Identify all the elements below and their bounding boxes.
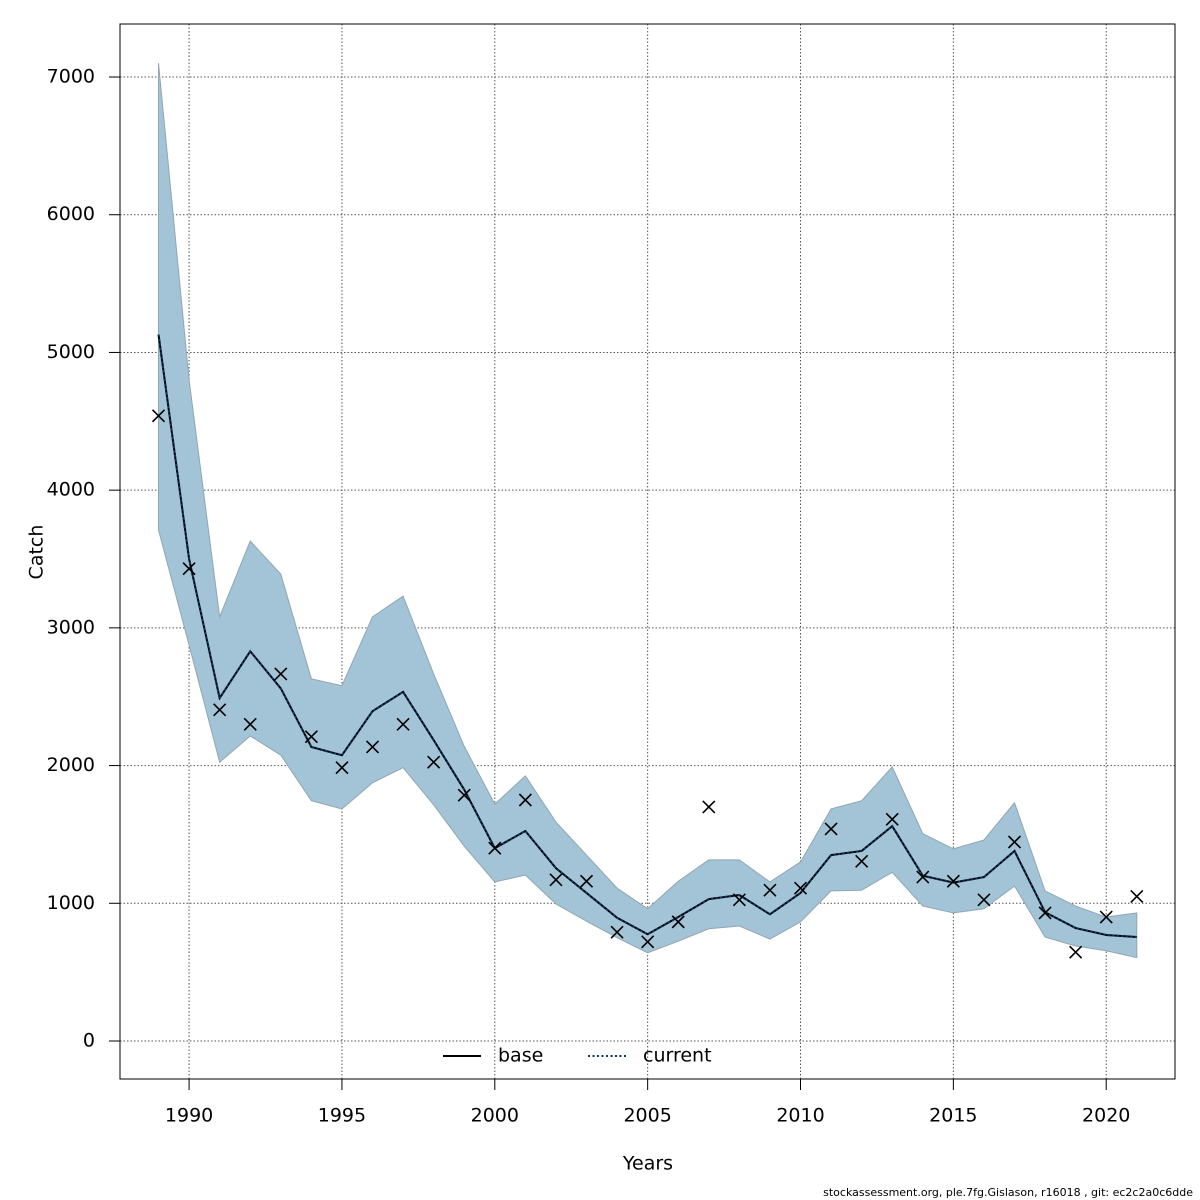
observed-point	[579, 874, 594, 888]
observed-point	[610, 925, 624, 939]
observed-point	[457, 788, 471, 802]
observed-point	[885, 812, 899, 826]
observed-point	[671, 915, 685, 929]
y-tick-label: 1000	[47, 892, 95, 914]
observed-point	[732, 893, 746, 907]
x-tick-label: 1995	[318, 1105, 366, 1127]
observed-point	[304, 730, 318, 744]
observed-point	[1038, 906, 1052, 920]
observed-point	[427, 755, 441, 769]
observed-point	[365, 740, 380, 754]
y-tick-label: 2000	[47, 754, 95, 776]
observed-point	[702, 800, 716, 814]
confidence-band	[158, 63, 1138, 959]
x-tick-label: 2020	[1082, 1105, 1130, 1127]
observed-point	[274, 667, 288, 681]
plot-frame	[119, 23, 1176, 1080]
observed-point	[1007, 835, 1022, 849]
observed-point	[488, 841, 502, 855]
x-tick-label: 2005	[623, 1105, 671, 1127]
observed-point	[1069, 945, 1083, 959]
y-tick-label: 7000	[47, 66, 95, 88]
observed-point	[977, 893, 991, 907]
x-tick-label: 2010	[776, 1105, 824, 1127]
observed-point	[793, 881, 808, 895]
observed-point	[855, 854, 869, 868]
observed-point	[213, 703, 227, 717]
x-tick-label: 2015	[929, 1105, 977, 1127]
observed-point	[1130, 889, 1144, 903]
observed-point	[916, 870, 930, 884]
y-tick-label: 0	[83, 1029, 95, 1051]
observed-point	[1099, 910, 1113, 924]
x-axis-label: Years	[622, 1153, 673, 1175]
footnote: stockassessment.org, ple.7fg.Gislason, r…	[823, 1186, 1193, 1199]
observed-point	[641, 935, 655, 949]
y-tick-label: 6000	[47, 203, 95, 225]
observed-point	[396, 717, 410, 731]
observed-point	[824, 822, 838, 836]
y-tick-label: 4000	[47, 479, 95, 501]
y-axis-label: Catch	[26, 525, 48, 580]
observed-point	[549, 873, 563, 887]
y-tick-label: 5000	[47, 341, 95, 363]
legend-label: current	[643, 1045, 712, 1067]
observed-point	[518, 793, 532, 807]
x-tick-label: 2000	[471, 1105, 519, 1127]
x-tick-label: 1990	[165, 1105, 213, 1127]
observed-point	[946, 874, 960, 888]
series-line	[157, 334, 1137, 939]
y-tick-label: 3000	[47, 616, 95, 638]
observed-point	[335, 761, 349, 775]
legend-label: base	[498, 1045, 543, 1067]
observed-point	[243, 717, 257, 731]
observed-point	[763, 883, 777, 897]
observed-point	[182, 562, 196, 576]
observed-point	[151, 409, 166, 423]
